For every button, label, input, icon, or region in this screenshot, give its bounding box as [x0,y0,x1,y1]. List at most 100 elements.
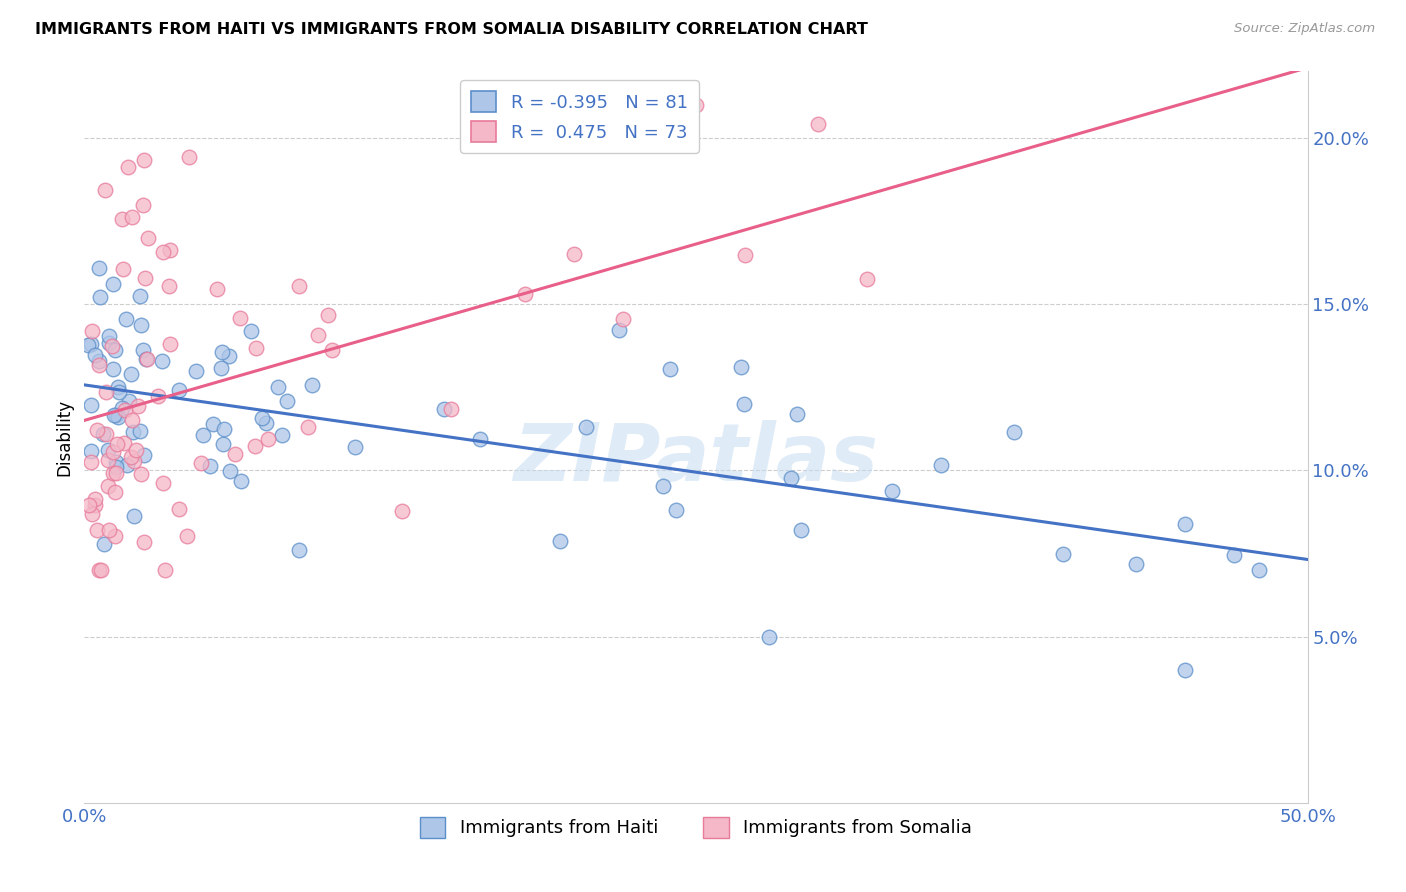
Point [122,454,145,468]
Point [120,367,142,381]
Point [82,324,104,338]
Point [658,362,681,376]
Point [228,310,250,325]
Point [82,508,104,522]
Point [87,358,110,372]
Point [101,445,124,459]
Point [191,428,214,442]
Point [733,397,755,411]
Point [730,360,752,375]
Point [297,419,319,434]
Point [105,408,128,422]
Point [167,383,190,397]
Point [159,337,181,351]
Point [254,416,277,430]
Point [97,329,120,343]
Point [97,442,120,457]
Point [153,563,176,577]
Point [89,563,111,577]
Text: Source: ZipAtlas.com: Source: ZipAtlas.com [1234,22,1375,36]
Point [97,479,120,493]
Point [98,336,121,351]
Point [111,211,134,226]
Point [807,117,830,131]
Point [79,336,101,351]
Point [790,523,813,537]
Point [276,394,298,409]
Point [132,153,155,167]
Point [103,484,125,499]
Point [120,450,142,465]
Point [316,308,339,322]
Y-axis label: Disability: Disability [55,399,73,475]
Point [245,341,267,355]
Point [288,542,311,557]
Point [231,474,253,488]
Text: ZIPatlas: ZIPatlas [513,420,879,498]
Point [1247,563,1270,577]
Point [440,401,463,416]
Point [202,417,225,431]
Point [200,459,222,474]
Point [786,407,808,421]
Point [734,248,756,262]
Point [1223,548,1246,562]
Point [880,484,903,499]
Point [83,348,105,362]
Point [104,528,127,542]
Point [607,323,630,337]
Point [239,324,262,338]
Point [929,458,952,472]
Legend: Immigrants from Haiti, Immigrants from Somalia: Immigrants from Haiti, Immigrants from S… [413,810,979,845]
Point [131,318,153,332]
Point [89,354,111,368]
Point [135,352,157,367]
Point [129,467,152,482]
Point [115,312,138,326]
Point [685,97,707,112]
Point [218,464,240,478]
Point [179,150,201,164]
Point [117,161,139,175]
Point [152,476,174,491]
Point [146,389,169,403]
Point [101,277,124,291]
Point [107,410,129,425]
Point [103,408,125,422]
Point [205,282,228,296]
Point [176,529,198,543]
Point [90,563,112,577]
Point [125,443,148,458]
Point [562,246,585,260]
Point [513,286,536,301]
Point [103,466,125,480]
Point [1125,557,1147,571]
Point [245,439,267,453]
Point [321,343,343,357]
Point [169,501,191,516]
Point [121,413,143,427]
Point [152,353,174,368]
Point [83,498,105,512]
Point [612,312,634,326]
Point [103,361,125,376]
Point [101,338,124,352]
Text: IMMIGRANTS FROM HAITI VS IMMIGRANTS FROM SOMALIA DISABILITY CORRELATION CHART: IMMIGRANTS FROM HAITI VS IMMIGRANTS FROM… [35,22,868,37]
Point [104,343,127,358]
Point [266,380,288,394]
Point [159,243,181,257]
Point [224,447,246,461]
Point [129,425,152,439]
Point [115,458,138,472]
Point [652,479,675,493]
Point [118,394,141,409]
Point [121,210,143,224]
Point [77,499,100,513]
Point [105,436,128,450]
Point [1052,547,1074,561]
Point [256,432,278,446]
Point [107,380,129,394]
Point [307,327,329,342]
Point [218,349,240,363]
Point [136,352,159,367]
